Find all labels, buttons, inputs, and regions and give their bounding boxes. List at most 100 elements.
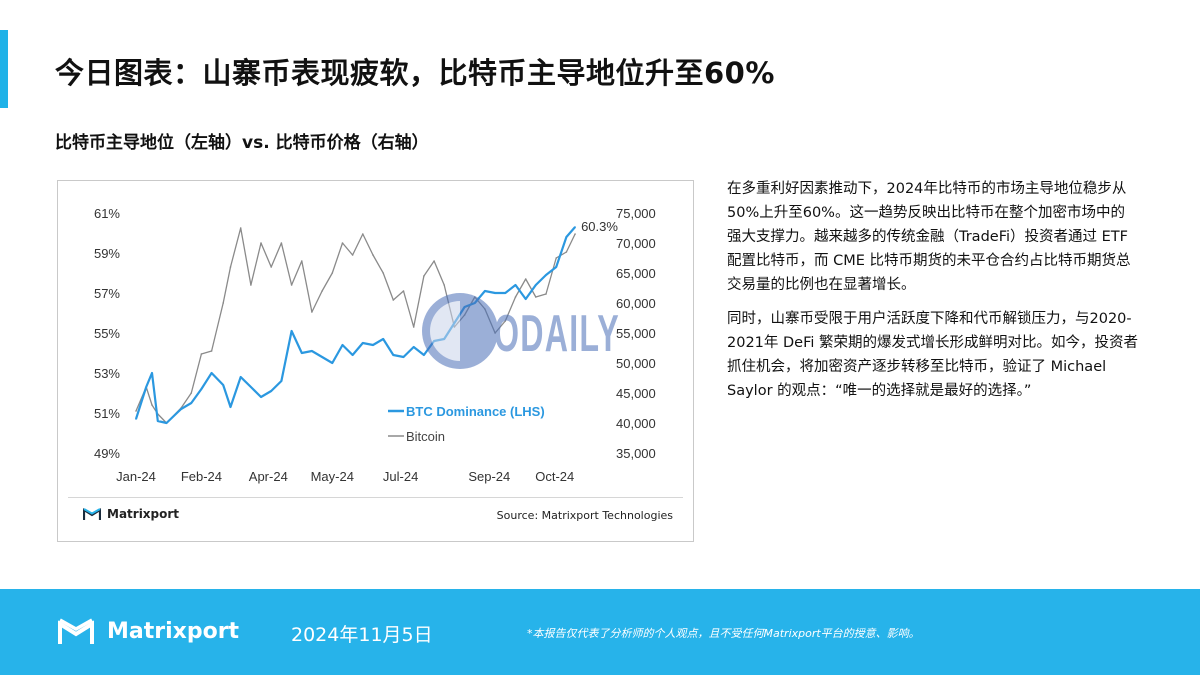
right-axis-tick-label: 40,000 <box>616 416 656 431</box>
right-axis-tick-label: 60,000 <box>616 296 656 311</box>
legend-label-bitcoin: Bitcoin <box>406 429 445 444</box>
data-point <box>443 284 446 286</box>
data-point <box>260 396 262 398</box>
data-point <box>280 242 283 244</box>
data-point <box>524 278 527 280</box>
title-accent-bar <box>0 30 8 108</box>
data-point <box>145 386 147 388</box>
data-point <box>555 266 557 268</box>
x-axis-tick-label: Feb-24 <box>181 469 222 484</box>
series-lines <box>134 226 576 425</box>
chart-brand: Matrixport <box>83 507 179 521</box>
data-point <box>210 372 213 374</box>
data-point <box>222 302 224 304</box>
left-axis-ticks: 61% 59% 57% 55% 53% 51% 49% <box>94 206 120 461</box>
footer-bar: Matrixport 2024年11月5日 *本报告仅代表了分析师的个人观点，且… <box>0 589 1200 675</box>
data-point <box>574 226 576 228</box>
data-point <box>565 251 568 253</box>
commentary: 在多重利好因素推动下，2024年比特币的市场主导地位稳步从50%上升至60%。这… <box>727 177 1139 413</box>
data-point <box>321 290 323 292</box>
left-axis-tick-label: 51% <box>94 406 120 421</box>
chart-source: Source: Matrixport Technologies <box>496 509 673 522</box>
data-point <box>484 290 486 292</box>
data-point <box>301 352 303 354</box>
data-point <box>423 354 425 356</box>
data-point <box>311 350 313 352</box>
data-point <box>351 354 354 356</box>
left-axis-tick-label: 57% <box>94 286 120 301</box>
data-point <box>535 284 537 286</box>
data-point <box>301 260 303 262</box>
data-point <box>372 254 374 256</box>
right-axis-tick-label: 45,000 <box>616 386 656 401</box>
left-axis-tick-label: 59% <box>94 246 120 261</box>
matrixport-logo-icon <box>83 508 101 520</box>
data-point <box>331 362 334 364</box>
data-point <box>494 332 496 334</box>
data-point <box>453 322 456 324</box>
data-point <box>151 404 153 406</box>
right-axis-tick-label: 50,000 <box>616 356 656 371</box>
data-point <box>280 380 283 382</box>
data-point <box>165 422 168 424</box>
data-point <box>372 344 374 346</box>
data-point <box>180 408 182 410</box>
chart-footer-divider <box>68 497 683 498</box>
data-point <box>135 418 137 420</box>
data-point <box>474 302 476 304</box>
data-point <box>200 388 203 390</box>
right-axis-tick-label: 75,000 <box>616 206 656 221</box>
data-point <box>382 338 385 340</box>
x-axis-ticks: Jan-24 Feb-24 Apr-24 May-24 Jul-24 Sep-24 Oct-… <box>116 469 574 484</box>
data-point <box>555 257 557 259</box>
left-axis-tick-label: 61% <box>94 206 120 221</box>
page-title: 今日图表：山寨币表现疲软，比特币主导地位升至60% <box>55 56 775 90</box>
left-axis-tick-label: 55% <box>94 326 120 341</box>
data-point <box>574 233 576 235</box>
data-point <box>392 354 395 356</box>
data-point <box>474 296 476 298</box>
data-point <box>331 272 334 274</box>
data-point <box>382 272 385 274</box>
data-point <box>341 242 344 244</box>
data-point <box>270 390 272 392</box>
data-point <box>545 274 547 276</box>
chart-svg: 61% 59% 57% 55% 53% 51% 49% 75,000 70,000 65,000… <box>94 206 656 484</box>
data-point <box>290 284 293 286</box>
left-axis-tick-label: 53% <box>94 366 120 381</box>
x-axis-tick-label: Sep-24 <box>468 469 510 484</box>
data-point <box>200 353 203 355</box>
footer-brand: Matrixport <box>57 616 239 646</box>
data-point <box>402 290 405 292</box>
commentary-paragraph-2: 同时，山寨币受限于用户活跃度下降和代币解锁压力，与2020-2021年 DeFi… <box>727 311 1139 399</box>
legend-label-btc-dominance: BTC Dominance (LHS) <box>406 404 545 419</box>
chart-legend: BTC Dominance (LHS) Bitcoin <box>388 404 545 444</box>
right-axis-ticks: 75,000 70,000 65,000 60,000 55,000 50,000 45,0… <box>616 206 656 461</box>
right-axis-tick-label: 55,000 <box>616 326 656 341</box>
data-point <box>250 284 252 286</box>
data-point <box>229 266 232 268</box>
annotation-label: 60.3% <box>581 219 618 234</box>
data-point <box>151 372 153 374</box>
data-point <box>351 254 354 256</box>
left-axis-tick-label: 49% <box>94 446 120 461</box>
data-point <box>565 236 568 238</box>
data-point <box>239 376 242 378</box>
data-point <box>484 308 486 310</box>
data-point <box>504 292 507 294</box>
data-point <box>311 311 313 313</box>
right-axis-tick-label: 70,000 <box>616 236 656 251</box>
data-point <box>270 266 272 268</box>
data-point <box>402 356 405 358</box>
commentary-paragraph-1: 在多重利好因素推动下，2024年比特币的市场主导地位稳步从50%上升至60%。这… <box>727 181 1131 293</box>
data-point <box>433 260 435 262</box>
data-point <box>545 293 547 295</box>
data-point <box>524 298 527 300</box>
data-point <box>321 356 323 358</box>
chart-brand-label: Matrixport <box>107 507 180 521</box>
data-point <box>463 314 466 316</box>
data-point <box>463 306 466 308</box>
data-point <box>250 386 252 388</box>
data-point <box>341 344 344 346</box>
data-point <box>514 284 517 286</box>
